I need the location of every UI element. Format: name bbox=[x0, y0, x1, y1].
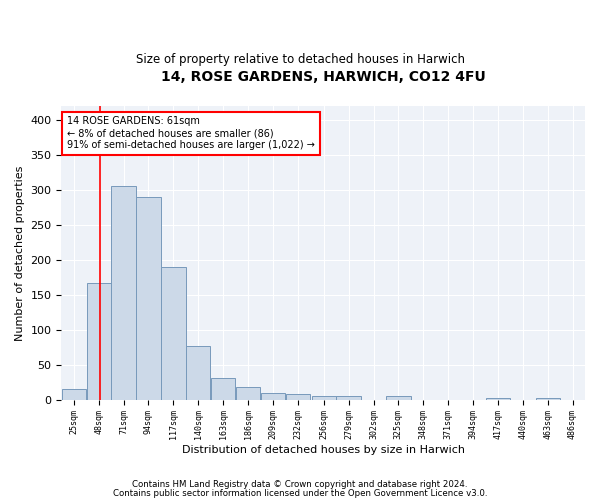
Bar bbox=[161, 267, 185, 400]
Bar bbox=[337, 396, 361, 400]
Bar bbox=[536, 398, 560, 400]
Text: Size of property relative to detached houses in Harwich: Size of property relative to detached ho… bbox=[136, 52, 464, 66]
Bar bbox=[186, 346, 211, 400]
Bar bbox=[261, 394, 285, 400]
Bar bbox=[86, 283, 111, 400]
Bar bbox=[62, 389, 86, 400]
Text: Contains public sector information licensed under the Open Government Licence v3: Contains public sector information licen… bbox=[113, 489, 487, 498]
Bar bbox=[211, 378, 235, 400]
Bar bbox=[136, 197, 161, 400]
Bar bbox=[112, 186, 136, 400]
Text: Contains HM Land Registry data © Crown copyright and database right 2024.: Contains HM Land Registry data © Crown c… bbox=[132, 480, 468, 489]
Bar bbox=[236, 387, 260, 400]
Bar bbox=[311, 396, 336, 400]
Y-axis label: Number of detached properties: Number of detached properties bbox=[15, 165, 25, 340]
Text: 14 ROSE GARDENS: 61sqm
← 8% of detached houses are smaller (86)
91% of semi-deta: 14 ROSE GARDENS: 61sqm ← 8% of detached … bbox=[67, 116, 314, 150]
Title: 14, ROSE GARDENS, HARWICH, CO12 4FU: 14, ROSE GARDENS, HARWICH, CO12 4FU bbox=[161, 70, 485, 84]
Bar bbox=[386, 396, 410, 400]
Bar bbox=[286, 394, 310, 400]
Bar bbox=[486, 398, 510, 400]
X-axis label: Distribution of detached houses by size in Harwich: Distribution of detached houses by size … bbox=[182, 445, 465, 455]
